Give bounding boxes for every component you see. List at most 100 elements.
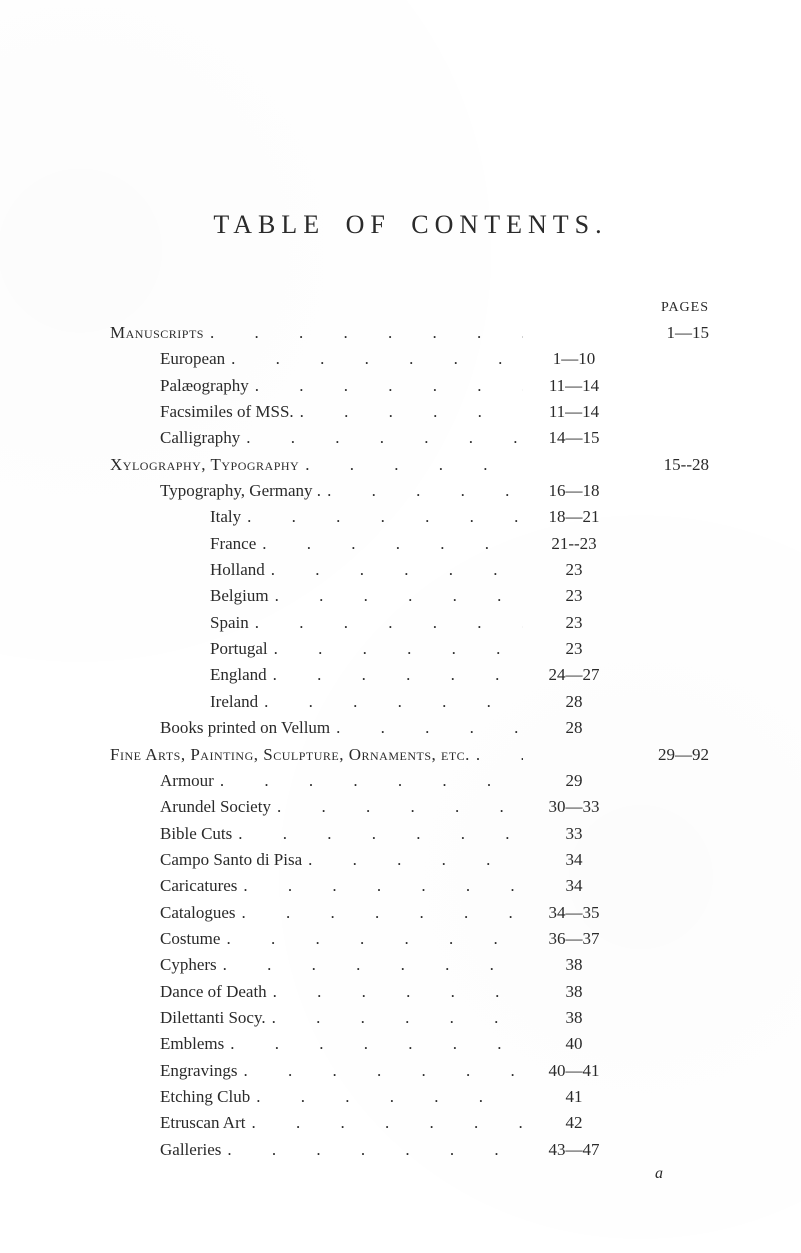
toc-label: Dilettanti Socy.: [110, 1005, 266, 1031]
leader-dots: . . . . . . . . . . . . . . .: [273, 979, 523, 1005]
toc-label: Italy: [110, 504, 241, 530]
toc-page-local: 40: [529, 1031, 619, 1057]
toc-row: Dance of Death. . . . . . . . . . . . . …: [110, 979, 711, 1005]
leader-dots: . . . . . . . . . . . . . . .: [227, 1137, 523, 1163]
toc-page-local: 43—47: [529, 1137, 619, 1163]
leader-dots: . . . . . . . . . . . . . . .: [264, 689, 523, 715]
leader-dots: . . . . . . . . . . . . . . .: [223, 952, 523, 978]
toc-row: Campo Santo di Pisa. . . . . . . . . . .…: [110, 847, 711, 873]
toc-row: Calligraphy. . . . . . . . . . . . . . .…: [110, 425, 711, 451]
toc-row: Fine Arts, Painting, Sculpture, Ornament…: [110, 742, 711, 768]
leader-dots: . . . . . . . . . . . . . . .: [308, 847, 523, 873]
toc-page-final: 29—92: [619, 742, 711, 768]
toc-row: Dilettanti Socy.. . . . . . . . . . . . …: [110, 1005, 711, 1031]
toc-label: Etruscan Art: [110, 1110, 245, 1136]
toc-label: Bible Cuts: [110, 821, 232, 847]
toc-row: Costume. . . . . . . . . . . . . . .36—3…: [110, 926, 711, 952]
toc-row: Etruscan Art. . . . . . . . . . . . . . …: [110, 1110, 711, 1136]
toc-page-local: 11—14: [529, 399, 619, 425]
toc-page-local: 29: [529, 768, 619, 794]
toc-label: Galleries: [110, 1137, 221, 1163]
leader-dots: . . . . . . . . . . . . . . .: [476, 742, 523, 768]
toc-label: European: [110, 346, 225, 372]
toc-page-local: 30—33: [529, 794, 619, 820]
toc-page-local: 38: [529, 979, 619, 1005]
leader-dots: . . . . . . . . . . . . . . .: [271, 557, 523, 583]
leader-dots: . . . . . . . . . . . . . . .: [277, 794, 523, 820]
toc-page-local: 41: [529, 1084, 619, 1110]
leader-dots: . . . . . . . . . . . . . . .: [327, 478, 523, 504]
toc-page-local: 42: [529, 1110, 619, 1136]
toc-page-local: 38: [529, 952, 619, 978]
leader-dots: . . . . . . . . . . . . . . .: [305, 452, 523, 478]
toc-page-local: 14—15: [529, 425, 619, 451]
toc-label: Manuscripts: [110, 320, 204, 346]
toc-page-local: 23: [529, 583, 619, 609]
leader-dots: . . . . . . . . . . . . . . .: [273, 662, 523, 688]
toc-row: Belgium. . . . . . . . . . . . . . .23: [110, 583, 711, 609]
leader-dots: . . . . . . . . . . . . . . .: [220, 768, 523, 794]
toc-page-local: 23: [529, 557, 619, 583]
toc-row: Spain. . . . . . . . . . . . . . .23: [110, 610, 711, 636]
toc-page-local: 38: [529, 1005, 619, 1031]
toc-row: Armour. . . . . . . . . . . . . . .29: [110, 768, 711, 794]
toc-label: Books printed on Vellum: [110, 715, 330, 741]
leader-dots: . . . . . . . . . . . . . . .: [231, 346, 523, 372]
toc-row: Catalogues. . . . . . . . . . . . . . .3…: [110, 900, 711, 926]
toc-label: Fine Arts, Painting, Sculpture, Ornament…: [110, 742, 470, 768]
toc-row: Palæography. . . . . . . . . . . . . . .…: [110, 373, 711, 399]
toc-page-local: 36—37: [529, 926, 619, 952]
toc-row: Arundel Society. . . . . . . . . . . . .…: [110, 794, 711, 820]
toc-row: Cyphers. . . . . . . . . . . . . . .38: [110, 952, 711, 978]
toc-label: Typography, Germany .: [110, 478, 321, 504]
toc-page-local: 28: [529, 689, 619, 715]
toc-page-local: 34: [529, 847, 619, 873]
leader-dots: . . . . . . . . . . . . . . .: [238, 821, 523, 847]
leader-dots: . . . . . . . . . . . . . . .: [300, 399, 523, 425]
leader-dots: . . . . . . . . . . . . . . .: [255, 373, 523, 399]
toc-row: Manuscripts. . . . . . . . . . . . . . .…: [110, 320, 711, 346]
leader-dots: . . . . . . . . . . . . . . .: [230, 1031, 523, 1057]
toc-page-local: 23: [529, 610, 619, 636]
signature-mark: a: [110, 1165, 711, 1183]
leader-dots: . . . . . . . . . . . . . . .: [336, 715, 523, 741]
toc-page-local: 21--23: [529, 531, 619, 557]
toc-label: Spain: [110, 610, 249, 636]
toc-row: European. . . . . . . . . . . . . . .1—1…: [110, 346, 711, 372]
toc-label: Emblems: [110, 1031, 224, 1057]
toc-label: Dance of Death: [110, 979, 267, 1005]
toc-row: Emblems. . . . . . . . . . . . . . .40: [110, 1031, 711, 1057]
toc-label: Etching Club: [110, 1084, 250, 1110]
toc-row: Italy. . . . . . . . . . . . . . .18—21: [110, 504, 711, 530]
toc-row: Holland. . . . . . . . . . . . . . .23: [110, 557, 711, 583]
toc-row: Bible Cuts. . . . . . . . . . . . . . .3…: [110, 821, 711, 847]
table-of-contents: Manuscripts . . . . . . . . . . . . . . .…: [110, 320, 711, 1163]
toc-label: Catalogues: [110, 900, 236, 926]
toc-page-final: 1—15: [619, 320, 711, 346]
toc-page-final: 15--28: [619, 452, 711, 478]
toc-row: Caricatures. . . . . . . . . . . . . . .…: [110, 873, 711, 899]
toc-page-local: 33: [529, 821, 619, 847]
toc-label: Engravings: [110, 1058, 237, 1084]
toc-label: Costume: [110, 926, 220, 952]
toc-row: Typography, Germany .. . . . . . . . . .…: [110, 478, 711, 504]
leader-dots: . . . . . . . . . . . . . . .: [275, 583, 523, 609]
page: TABLE OF CONTENTS. PAGES Manuscripts. . …: [0, 0, 801, 1253]
toc-page-local: 34—35: [529, 900, 619, 926]
leader-dots: . . . . . . . . . . . . . . .: [243, 873, 523, 899]
leader-dots: . . . . . . . . . . . . . . .: [210, 320, 523, 346]
toc-label: Xylography, Typography: [110, 452, 299, 478]
toc-label: Belgium: [110, 583, 269, 609]
toc-page-local: 23: [529, 636, 619, 662]
toc-label: Portugal: [110, 636, 268, 662]
toc-row: England. . . . . . . . . . . . . . .24—2…: [110, 662, 711, 688]
pages-column-header: PAGES: [110, 300, 711, 316]
leader-dots: . . . . . . . . . . . . . . .: [274, 636, 523, 662]
leader-dots: . . . . . . . . . . . . . . .: [242, 900, 523, 926]
toc-label: Caricatures: [110, 873, 237, 899]
toc-page-local: 11—14: [529, 373, 619, 399]
toc-row: Books printed on Vellum. . . . . . . . .…: [110, 715, 711, 741]
toc-label: Ireland: [110, 689, 258, 715]
toc-page-local: 24—27: [529, 662, 619, 688]
toc-page-local: 40—41: [529, 1058, 619, 1084]
